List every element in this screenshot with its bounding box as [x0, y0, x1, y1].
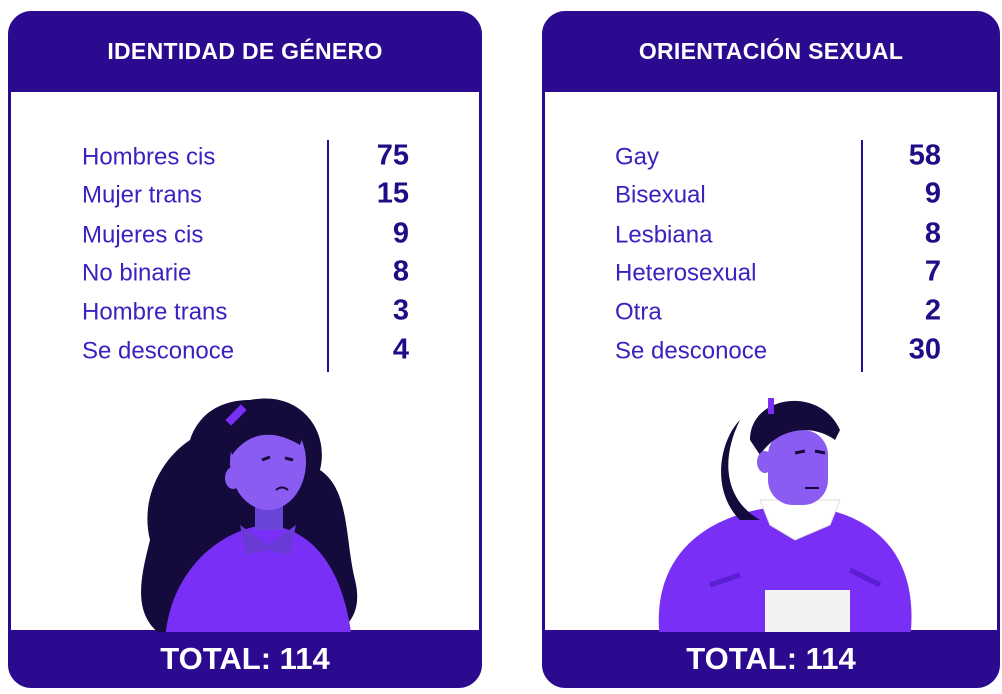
row-label: Mujer trans: [82, 181, 202, 208]
row-label: Lesbiana: [615, 221, 713, 248]
row-value: 9: [393, 218, 409, 250]
card-title: IDENTIDAD DE GÉNERO: [107, 37, 382, 64]
card-header: [543, 12, 999, 92]
row-value: 30: [909, 334, 941, 366]
row-label: Otra: [615, 298, 662, 325]
row-value: 8: [925, 218, 941, 250]
row-label: No binarie: [82, 259, 191, 286]
illustration: [658, 398, 912, 632]
row-value: 2: [925, 295, 941, 327]
row-label: Hombre trans: [82, 298, 227, 325]
row-value: 4: [393, 334, 409, 366]
card-total: TOTAL: 114: [686, 641, 856, 676]
illustration: [141, 398, 358, 632]
card-header: [9, 12, 481, 92]
card-footer: [543, 630, 999, 687]
row-label: Se desconoce: [615, 337, 767, 364]
row-value: 75: [377, 140, 409, 172]
card-footer: [9, 630, 481, 687]
row-value: 15: [377, 178, 409, 210]
content: IDENTIDAD DE GÉNERO Hombres cis 75 Mujer tr…: [82, 37, 941, 676]
row-label: Hombres cis: [82, 143, 215, 170]
card-total: TOTAL: 114: [160, 641, 330, 676]
card-title: ORIENTACIÓN SEXUAL: [639, 37, 903, 64]
row-value: 9: [925, 178, 941, 210]
row-value: 3: [393, 295, 409, 327]
row-value: 7: [925, 256, 941, 288]
row-value: 8: [393, 256, 409, 288]
row-label: Mujeres cis: [82, 221, 203, 248]
row-label: Se desconoce: [82, 337, 234, 364]
row-label: Heterosexual: [615, 259, 756, 286]
row-value: 58: [909, 140, 941, 172]
row-label: Gay: [615, 143, 659, 170]
row-label: Bisexual: [615, 181, 706, 208]
